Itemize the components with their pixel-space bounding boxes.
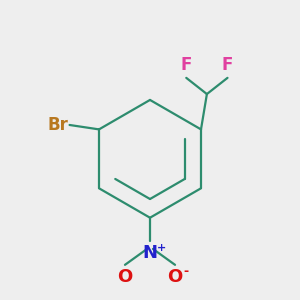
- Text: F: F: [222, 56, 233, 74]
- Text: O: O: [167, 268, 183, 286]
- Text: O: O: [117, 268, 133, 286]
- Text: +: +: [157, 243, 166, 253]
- Text: Br: Br: [47, 116, 68, 134]
- Text: N: N: [142, 244, 158, 262]
- Text: F: F: [181, 56, 192, 74]
- Text: -: -: [183, 266, 188, 278]
